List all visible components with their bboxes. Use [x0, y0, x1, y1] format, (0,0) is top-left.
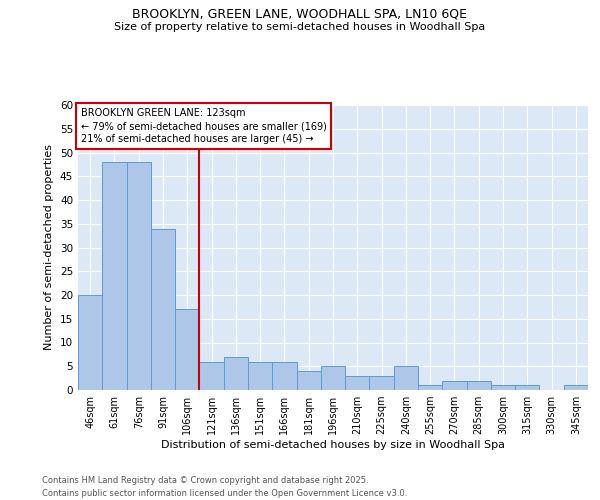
Text: BROOKLYN GREEN LANE: 123sqm
← 79% of semi-detached houses are smaller (169)
21% : BROOKLYN GREEN LANE: 123sqm ← 79% of sem… [80, 108, 326, 144]
Bar [175, 309, 199, 390]
Bar [370, 376, 394, 390]
Bar [199, 362, 224, 390]
Bar [248, 362, 272, 390]
Bar [418, 385, 442, 390]
Bar [151, 228, 175, 390]
Bar [224, 357, 248, 390]
Text: Contains HM Land Registry data © Crown copyright and database right 2025.
Contai: Contains HM Land Registry data © Crown c… [42, 476, 407, 498]
Bar [564, 385, 588, 390]
Bar [127, 162, 151, 390]
Text: BROOKLYN, GREEN LANE, WOODHALL SPA, LN10 6QE: BROOKLYN, GREEN LANE, WOODHALL SPA, LN10… [133, 8, 467, 20]
Bar [78, 295, 102, 390]
Bar [345, 376, 370, 390]
Bar [296, 371, 321, 390]
Bar [442, 380, 467, 390]
Bar [491, 385, 515, 390]
X-axis label: Distribution of semi-detached houses by size in Woodhall Spa: Distribution of semi-detached houses by … [161, 440, 505, 450]
Bar [394, 366, 418, 390]
Y-axis label: Number of semi-detached properties: Number of semi-detached properties [44, 144, 55, 350]
Bar [102, 162, 127, 390]
Text: Size of property relative to semi-detached houses in Woodhall Spa: Size of property relative to semi-detach… [115, 22, 485, 32]
Bar [515, 385, 539, 390]
Bar [272, 362, 296, 390]
Bar [467, 380, 491, 390]
Bar [321, 366, 345, 390]
